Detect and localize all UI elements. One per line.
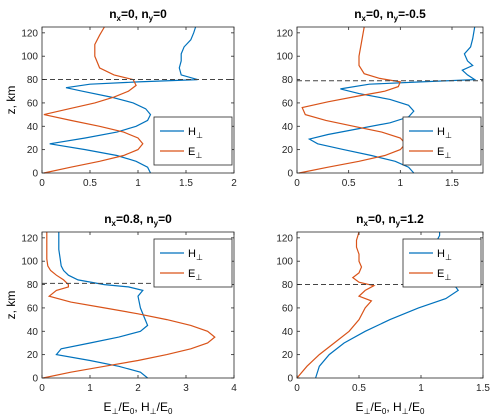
x-tick-label: 0: [39, 178, 45, 189]
series-H-line: [307, 26, 477, 174]
x-tick-label: 0.5: [342, 178, 356, 189]
legend-label-E: E⊥: [437, 146, 451, 160]
x-tick-label: 2: [135, 383, 141, 394]
x-tick-label: 0: [294, 383, 300, 394]
panel-2: 0 0.5 1 1.5 0 20 40 60 80 100 120 nx=0, ny=-0.5 H⊥ E⊥: [276, 7, 484, 189]
legend-box: [402, 238, 482, 288]
legend-label-E: E⊥: [437, 268, 451, 282]
x-tick-label: 2: [231, 178, 237, 189]
x-tick-label: 1.5: [445, 178, 459, 189]
x-tick-label: 4: [231, 383, 237, 394]
legend: H⊥ E⊥: [153, 238, 233, 288]
x-tick-label: 1.5: [179, 178, 193, 189]
y-tick-label: 100: [21, 257, 38, 268]
y-tick-label: 40: [27, 122, 39, 133]
series-E-line: [298, 26, 407, 174]
x-tick-label: 1: [398, 178, 404, 189]
legend-box: [402, 116, 482, 166]
y-tick-label: 60: [27, 98, 39, 109]
y-tick-label: 100: [21, 52, 38, 63]
x-tick-label: 0: [39, 383, 45, 394]
x-tick-label: 0.5: [83, 178, 97, 189]
panel-4: 0 0.5 1 1.5 0 20 40 60 80 100 120 nx=0, ny=1.2 E⊥/E0…: [276, 212, 490, 416]
legend-label-E: E⊥: [188, 268, 202, 282]
legend-label-H: H⊥: [437, 248, 452, 262]
y-tick-label: 120: [21, 28, 38, 39]
y-tick-label: 60: [282, 98, 294, 109]
legend: H⊥ E⊥: [402, 116, 482, 166]
series-E-line: [43, 26, 144, 174]
legend: H⊥ E⊥: [153, 116, 233, 166]
y-tick-label: 40: [282, 122, 294, 133]
y-tick-label: 60: [282, 303, 294, 314]
series-E-line: [296, 231, 376, 379]
panel-title: nx=0, ny=-0.5: [354, 7, 426, 23]
y-tick-label: 0: [32, 374, 38, 385]
y-tick-label: 0: [287, 374, 293, 385]
y-tick-label: 20: [27, 350, 39, 361]
x-tick-label: 1: [87, 383, 93, 394]
y-tick-label: 40: [282, 327, 294, 338]
legend-label-H: H⊥: [188, 126, 203, 140]
y-tick-label: 120: [276, 28, 293, 39]
x-axis-label: E⊥/E0, H⊥/E0: [356, 400, 425, 416]
y-tick-label: 120: [276, 233, 293, 244]
axes-box: [296, 26, 484, 174]
y-tick-label: 40: [27, 327, 39, 338]
y-tick-label: 120: [21, 233, 38, 244]
y-tick-label: 100: [276, 52, 293, 63]
panel-title: nx=0.8, ny=0: [104, 212, 172, 228]
y-tick-label: 100: [276, 257, 293, 268]
y-axis-label: z, km: [4, 291, 18, 320]
y-tick-label: 60: [27, 303, 39, 314]
axes-box: [296, 231, 484, 379]
y-tick-label: 20: [282, 350, 294, 361]
y-tick-label: 80: [27, 280, 39, 291]
y-axis-label: z, km: [4, 86, 18, 115]
legend: H⊥ E⊥: [402, 238, 482, 288]
series-H-line: [49, 26, 198, 174]
legend-label-H: H⊥: [188, 248, 203, 262]
panel-title: nx=0, ny=0: [109, 7, 167, 23]
legend-label-E: E⊥: [188, 146, 202, 160]
x-axis-label: E⊥/E0, H⊥/E0: [104, 400, 173, 416]
x-tick-label: 1.5: [476, 383, 490, 394]
series-H-line: [55, 232, 149, 379]
x-tick-label: 1: [135, 178, 141, 189]
legend-box: [153, 238, 233, 288]
y-tick-label: 80: [282, 280, 294, 291]
x-tick-label: 0: [294, 178, 300, 189]
legend-box: [153, 116, 233, 166]
y-tick-label: 80: [27, 75, 39, 86]
x-tick-label: 3: [183, 383, 189, 394]
y-tick-label: 0: [32, 169, 38, 180]
y-tick-label: 20: [282, 145, 294, 156]
y-tick-label: 20: [27, 145, 39, 156]
series-E-line: [42, 232, 216, 379]
x-tick-label: 0.5: [352, 383, 366, 394]
legend-label-H: H⊥: [437, 126, 452, 140]
y-tick-label: 0: [287, 169, 293, 180]
y-tick-label: 80: [282, 75, 294, 86]
x-tick-label: 1: [418, 383, 424, 394]
panel-title: nx=0, ny=1.2: [356, 212, 424, 228]
